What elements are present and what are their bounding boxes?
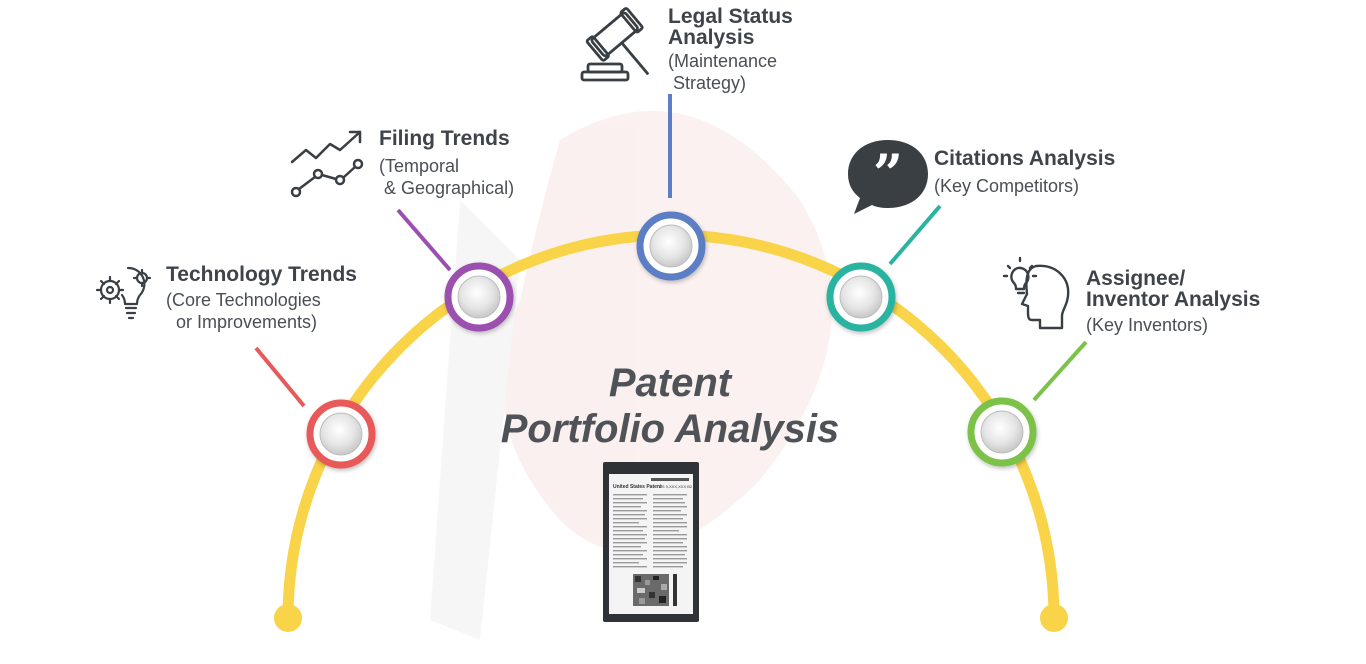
diagram-title: Patent Portfolio Analysis [470, 360, 870, 452]
head-bulb-icon [1004, 258, 1068, 328]
patent-document-icon: United States Patent US 9,XXX,XXX B2 [603, 462, 699, 622]
label-assignee: Assignee/ Inventor Analysis (Key Invento… [1086, 268, 1260, 336]
label-legal-head-1: Legal Status [668, 6, 793, 27]
label-assignee-head-2: Inventor Analysis [1086, 289, 1260, 310]
label-filing-sub-1: (Temporal [379, 155, 514, 177]
label-citations-sub-1: (Key Competitors) [934, 175, 1115, 197]
trend-line-icon [292, 132, 362, 196]
label-legal-sub-2: Strategy) [668, 72, 793, 94]
node-citations[interactable] [830, 266, 892, 328]
patent-header-right: US 9,XXX,XXX B2 [659, 484, 693, 489]
connector-assignee [1034, 342, 1086, 400]
title-line-1: Patent [470, 360, 870, 406]
title-line-2: Portfolio Analysis [470, 406, 870, 452]
label-technology-sub-2: or Improvements) [166, 311, 357, 333]
svg-text:”: ” [873, 144, 903, 205]
label-technology: Technology Trends (Core Technologies or … [166, 264, 357, 333]
arc-end-right [1040, 604, 1068, 632]
patent-header-left: United States Patent [613, 484, 662, 490]
connector-citations [890, 206, 940, 264]
label-legal-sub-1: (Maintenance [668, 50, 793, 72]
connector-technology [256, 348, 304, 406]
label-legal-head-2: Analysis [668, 27, 793, 48]
node-legal[interactable] [640, 215, 702, 277]
label-citations: Citations Analysis (Key Competitors) [934, 148, 1115, 197]
node-assignee[interactable] [971, 401, 1033, 463]
label-technology-head: Technology Trends [166, 264, 357, 285]
label-filing-sub-2: & Geographical) [379, 177, 514, 199]
label-citations-head: Citations Analysis [934, 148, 1115, 169]
label-filing: Filing Trends (Temporal & Geographical) [379, 128, 514, 199]
gavel-icon [582, 8, 667, 90]
label-filing-head: Filing Trends [379, 128, 514, 149]
gear-bulb-icon [97, 268, 150, 318]
quote-bubble-icon: ” [848, 140, 928, 214]
connector-filing [398, 210, 450, 270]
label-legal: Legal Status Analysis (Maintenance Strat… [668, 6, 793, 94]
label-assignee-head-1: Assignee/ [1086, 268, 1260, 289]
label-assignee-sub-1: (Key Inventors) [1086, 314, 1260, 336]
node-filing[interactable] [448, 266, 510, 328]
node-technology[interactable] [310, 403, 372, 465]
arc-end-left [274, 604, 302, 632]
label-technology-sub-1: (Core Technologies [166, 289, 357, 311]
